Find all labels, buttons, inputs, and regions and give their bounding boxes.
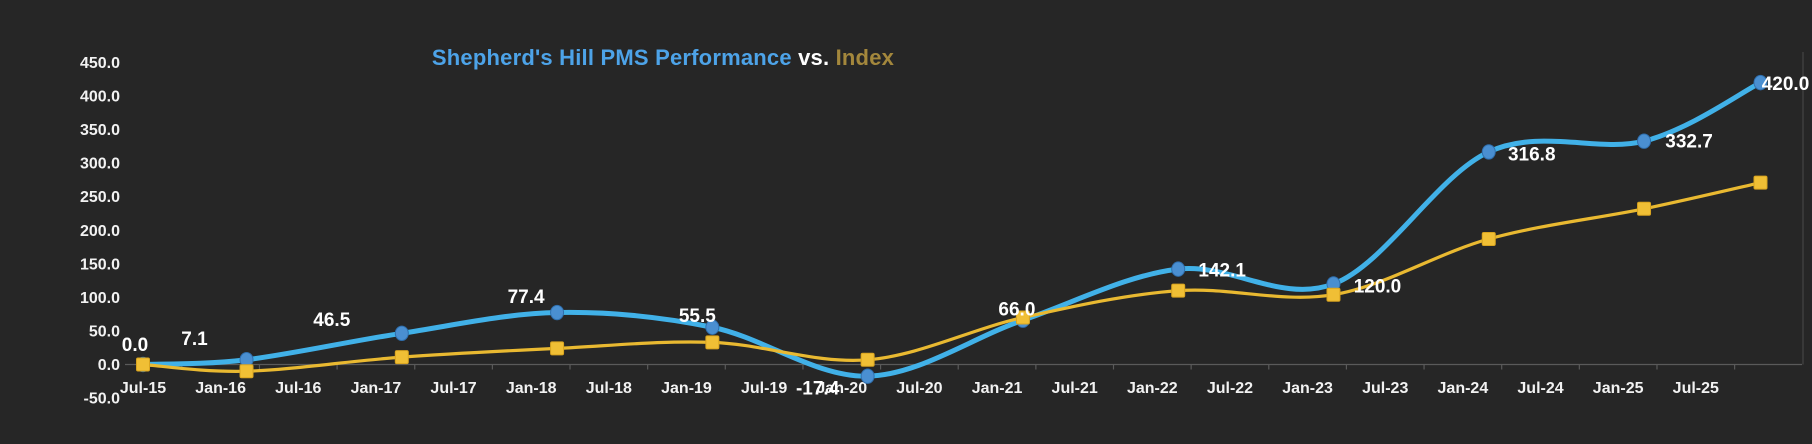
x-axis-tick-label: Jan-18 xyxy=(506,380,557,397)
y-axis-tick-label: 100.0 xyxy=(80,290,120,307)
y-axis-tick-label: -50.0 xyxy=(84,391,121,408)
y-axis-tick-label: 0.0 xyxy=(98,357,120,374)
x-axis-tick-label: Jul-20 xyxy=(896,380,942,397)
index-data-point-marker xyxy=(1637,201,1652,216)
y-axis-tick-label: 450.0 xyxy=(80,55,120,72)
pms-data-point-marker xyxy=(394,325,409,341)
title-pms-series-label: Shepherd's Hill PMS Performance xyxy=(431,45,792,70)
x-axis-tick-label: Jan-19 xyxy=(661,380,712,397)
data-point-value-label: 7.1 xyxy=(181,329,208,350)
index-data-point-marker xyxy=(550,341,565,356)
x-axis-tick-label: Jul-17 xyxy=(430,380,476,397)
index-data-point-marker xyxy=(1326,287,1341,302)
data-point-value-label: 66.0 xyxy=(998,300,1035,321)
pms-data-point-marker xyxy=(1753,74,1768,91)
x-axis-tick-label: Jul-23 xyxy=(1362,380,1408,397)
index-data-point-marker xyxy=(136,357,150,372)
pms-data-point-marker xyxy=(1481,144,1496,160)
index-data-point-marker xyxy=(1171,283,1186,298)
data-point-value-label: 77.4 xyxy=(508,287,545,308)
data-point-value-label: 0.0 xyxy=(122,335,148,356)
index-data-point-marker xyxy=(860,352,875,367)
y-axis-tick-label: 50.0 xyxy=(89,323,120,340)
x-axis-tick-label: Jan-17 xyxy=(351,380,402,397)
index-data-point-marker xyxy=(1753,175,1768,190)
x-axis-tick-label: Jul-16 xyxy=(275,380,321,397)
pms-series-line xyxy=(140,80,1763,379)
y-axis-tick-label: 350.0 xyxy=(80,122,120,139)
pms-data-point-marker xyxy=(550,304,565,321)
pms-data-point-marker xyxy=(1637,133,1652,149)
x-axis-tick-label: Jan-16 xyxy=(195,380,246,397)
data-point-value-label: 46.5 xyxy=(313,310,350,331)
chart-title: Shepherd's Hill PMS Performance vs. Inde… xyxy=(432,45,894,71)
y-axis-tick-label: 300.0 xyxy=(80,156,120,173)
title-index-series-label: Index xyxy=(835,45,895,70)
y-axis-tick-label: 200.0 xyxy=(80,223,120,240)
data-point-value-label: 120.0 xyxy=(1354,276,1402,297)
x-axis-tick-label: Jul-18 xyxy=(586,380,632,397)
data-point-value-label: -17.4 xyxy=(796,379,840,400)
pms-data-point-marker xyxy=(1171,261,1186,277)
x-axis-tick-label: Jan-21 xyxy=(972,380,1023,397)
x-axis-tick-label: Jul-19 xyxy=(741,380,787,397)
index-data-point-marker xyxy=(239,364,254,379)
x-axis-tick-label: Jul-25 xyxy=(1673,380,1719,397)
data-point-value-label: 316.8 xyxy=(1508,144,1556,165)
x-axis-tick-label: Jul-22 xyxy=(1207,380,1253,397)
x-axis-tick-label: Jul-21 xyxy=(1052,380,1098,397)
index-data-point-marker xyxy=(394,350,409,365)
index-series-line xyxy=(141,181,1763,373)
x-axis-tick-label: Jan-22 xyxy=(1127,380,1178,397)
pms-data-point-marker xyxy=(705,319,720,335)
data-point-value-label: 332.7 xyxy=(1665,132,1713,153)
data-point-value-label: 55.5 xyxy=(679,306,716,327)
x-axis-tick-label: Jan-25 xyxy=(1593,380,1644,397)
title-vs-text: vs. xyxy=(791,45,836,70)
x-axis-tick-label: Jan-24 xyxy=(1438,380,1489,397)
x-axis-tick-label: Jul-15 xyxy=(120,380,166,397)
index-data-point-marker xyxy=(1015,310,1030,325)
data-point-value-label: 142.1 xyxy=(1198,261,1246,282)
y-axis-tick-label: 400.0 xyxy=(80,89,120,106)
index-data-point-marker xyxy=(705,335,720,350)
data-point-value-label: 420.0 xyxy=(1762,74,1810,95)
x-axis-tick-label: Jul-24 xyxy=(1517,380,1563,397)
pms-data-point-marker xyxy=(860,368,875,384)
x-axis-tick-label: Jan-23 xyxy=(1282,380,1333,397)
y-axis-tick-label: 150.0 xyxy=(80,256,120,273)
x-axis-tick-label: Jan-20 xyxy=(816,380,867,397)
y-axis-tick-label: 250.0 xyxy=(80,189,120,206)
index-data-point-marker xyxy=(1481,232,1496,247)
